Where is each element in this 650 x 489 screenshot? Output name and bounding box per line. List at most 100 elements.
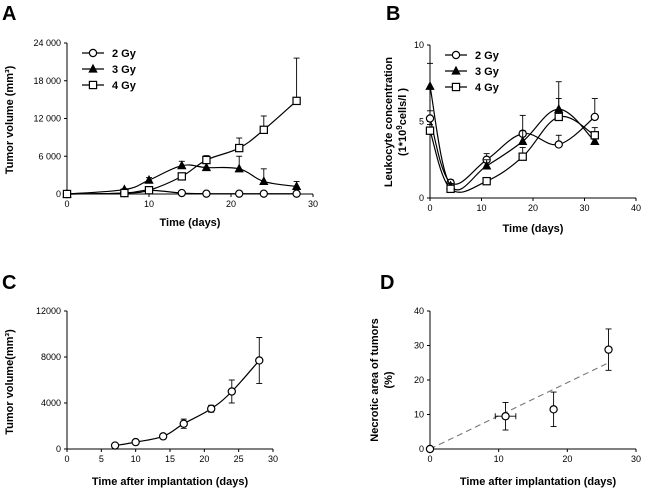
panel-d-x-tick-label: 30	[631, 454, 641, 464]
panel-c-y-tick-label: 4000	[41, 398, 61, 408]
panel-c-y-tick-label: 8000	[41, 352, 61, 362]
panel-a-xlabel: Time (days)	[160, 217, 221, 229]
panel-c-y-tick-label: 0	[56, 444, 61, 454]
panel-b-series-3-gy-point	[590, 136, 600, 145]
panel-d-y-tick-label: 0	[419, 444, 424, 454]
panel-a-legend: 2 Gy 3 Gy 4 Gy	[82, 48, 137, 92]
panel-a-series-4-gy-point	[144, 186, 154, 195]
panel-c-series-data-point	[158, 432, 168, 441]
panel-a-series-3-gy-point	[259, 176, 269, 186]
panel-c-x-tick-label: 5	[99, 454, 104, 464]
panel-d-series	[425, 328, 613, 454]
panel-b-leukocyte-concentration: B 0 10 20 30 40 0 5 10 Time (days) Leukocyte co…	[383, 3, 641, 235]
panel-d-x-tick-label: 20	[562, 454, 572, 464]
panel-a-legend-4-gy-label: 4 Gy	[112, 80, 137, 92]
panel-c-series-data-point	[179, 419, 188, 428]
panel-b-x-tick-label: 0	[427, 203, 432, 213]
panel-d-x-tick-label: 0	[427, 454, 432, 464]
panel-b-legend-2-gy-label: 2 Gy	[475, 50, 500, 62]
panel-c-series-data-line	[114, 360, 260, 447]
panel-b-series-4-gy-point	[425, 126, 435, 135]
panel-a-legend-2-gy-label: 2 Gy	[112, 48, 137, 60]
panel-b-series	[425, 62, 600, 194]
panel-a-series-4-gy-point	[120, 188, 129, 198]
panel-b-series-4-gy-line	[429, 115, 596, 193]
panel-b-series-4-gy-point	[446, 184, 455, 194]
panel-a-y-tick-label: 24 000	[33, 38, 61, 48]
panel-c-letter: C	[2, 272, 16, 294]
panel-c-axes: 0 5 10 15 20 25 30 0 4000 8000 12000	[36, 306, 278, 464]
panel-b-legend-4-gy-label: 4 Gy	[475, 82, 500, 94]
panel-b-legend-2-gy-marker	[451, 50, 461, 60]
panel-b-y-tick-label: 10	[414, 40, 424, 50]
panel-b-xlabel: Time (days)	[503, 223, 564, 235]
panel-c-series-data-point	[131, 437, 140, 447]
panel-a-legend-3-gy-label: 3 Gy	[112, 64, 137, 76]
panel-a-series-3-gy-point	[177, 160, 187, 170]
panel-d-y-tick-label: 40	[414, 306, 424, 316]
panel-d-y-tick-label: 30	[414, 341, 424, 351]
panel-b-ylabel-line2: (1*109cells/l )	[395, 88, 409, 156]
panel-b-legend-4-gy-marker	[451, 82, 461, 92]
panel-b-letter: B	[386, 3, 400, 25]
panel-c-series-data-point	[206, 404, 216, 413]
panel-a-x-tick-label: 10	[144, 199, 154, 209]
panel-a-series-3-gy-point	[201, 162, 212, 172]
panel-d-series-data-point	[549, 405, 558, 414]
panel-a-tumor-volume-by-dose: A 0 10 20 30 0 6 000 12 000 18 000 24 000 Time (…	[2, 3, 318, 229]
panel-b-series-4-gy-point	[482, 176, 491, 186]
panel-b-legend-3-gy-label: 3 Gy	[475, 66, 500, 78]
panel-a-series-2-gy-point	[259, 189, 268, 198]
panel-a-y-tick-label: 0	[56, 189, 61, 199]
panel-a-x-tick-label: 20	[226, 199, 236, 209]
panel-c-series-data-point	[110, 441, 120, 450]
panel-b-series-4-gy-point	[554, 112, 563, 122]
panel-a-series	[62, 57, 302, 199]
panel-d-xlabel: Time after implantation (days)	[460, 476, 617, 488]
panel-d-ylabel-line1: Necrotic area of tumors	[369, 318, 381, 441]
panel-c-series-data-point	[227, 387, 236, 396]
panel-b-series-2-gy-point	[425, 114, 435, 123]
panel-d-x-tick-label: 10	[494, 454, 504, 464]
panel-d-series-data-point	[425, 444, 435, 454]
panel-d-ylabel-line2: (%)	[383, 371, 395, 388]
panel-a-series-2-gy-point	[177, 188, 186, 198]
panel-c-tumor-growth: C 0 5 10 15 20 25 30 0 4000 8000 12000 Time after …	[2, 272, 278, 488]
panel-c-x-tick-label: 0	[64, 454, 69, 464]
panel-b-x-tick-label: 30	[579, 203, 589, 213]
panel-a-series-4-gy-point	[202, 155, 211, 165]
panel-d-series-data-point	[501, 412, 510, 421]
panel-a-x-tick-label: 0	[64, 199, 69, 209]
panel-b-axes: 0 10 20 30 40 0 5 10	[414, 40, 641, 213]
panel-b-series-2-gy-point	[554, 140, 563, 149]
panel-b-series-4-gy-point	[518, 152, 527, 161]
panel-c-y-tick-label: 12000	[36, 306, 61, 316]
panel-a-series-4-gy-point	[259, 125, 269, 135]
panel-d-necrotic-area: D 0 10 20 30 0 10 20 30 40 Time after implantati…	[369, 272, 641, 488]
panel-d-y-tick-label: 10	[414, 410, 424, 420]
panel-a-legend-4-gy-marker	[88, 80, 98, 90]
panel-a-series-3-gy-point	[144, 174, 154, 184]
panel-b-legend-3-gy-marker	[451, 65, 461, 75]
panel-a-series-2-gy-point	[202, 189, 211, 198]
panel-b-series-3-gy-point	[518, 136, 528, 145]
panel-b-x-tick-label: 40	[631, 203, 641, 213]
panel-c-xlabel: Time after implantation (days)	[92, 476, 249, 488]
panel-d-axes: 0 10 20 30 0 10 20 30 40	[414, 306, 641, 464]
panel-a-y-tick-label: 12 000	[33, 114, 61, 124]
panel-a-series-2-gy-point	[292, 189, 301, 198]
panel-a-series-4-gy-point	[292, 96, 301, 106]
panel-c-series	[110, 337, 264, 450]
panel-b-x-tick-label: 20	[528, 203, 538, 213]
panel-d-y-tick-label: 20	[414, 375, 424, 385]
panel-b-y-tick-label: 5	[419, 117, 424, 127]
panel-d-series-data-point	[604, 345, 613, 354]
panel-c-x-tick-label: 30	[268, 454, 278, 464]
panel-a-series-3-gy-point	[234, 163, 244, 173]
panel-b-series-3-gy-point	[425, 81, 435, 90]
panel-d-trend-line	[429, 362, 609, 450]
panel-a-ylabel: Tumor volume (mm³)	[4, 65, 16, 174]
panel-b-x-tick-label: 10	[476, 203, 486, 213]
panel-b-y-tick-label: 0	[419, 193, 424, 203]
